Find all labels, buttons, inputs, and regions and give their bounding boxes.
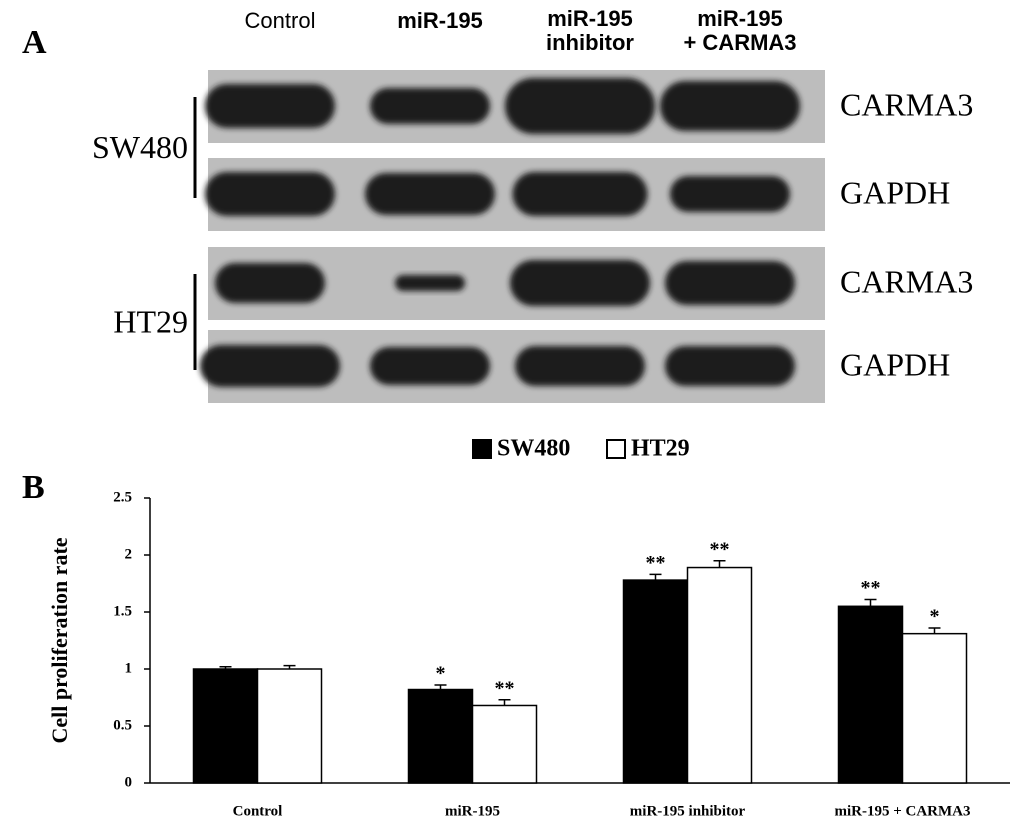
blot-band <box>395 275 465 291</box>
bar <box>192 668 259 784</box>
x-tick-label: miR-195 <box>445 803 500 819</box>
y-tick-label: 0.5 <box>113 717 132 733</box>
blot-band <box>200 345 340 387</box>
protein-label: CARMA3 <box>840 263 973 299</box>
blot-band <box>215 263 325 303</box>
panel-label: A <box>22 24 47 61</box>
blot-band <box>670 176 790 212</box>
bar <box>901 632 968 784</box>
x-tick-label: miR-195 + CARMA3 <box>834 803 970 819</box>
legend-label: HT29 <box>631 436 690 462</box>
bar <box>407 688 474 784</box>
protein-label: GAPDH <box>840 174 950 210</box>
error-bar <box>649 573 662 581</box>
blot-band <box>365 173 495 215</box>
lane-header: inhibitor <box>546 30 634 55</box>
blot-band <box>665 346 795 386</box>
x-tick-label: Control <box>233 803 283 819</box>
y-tick-label: 2.5 <box>113 489 132 505</box>
blot-band <box>370 88 490 124</box>
y-tick-label: 0 <box>125 774 133 790</box>
lane-header: miR-195 <box>547 6 633 31</box>
error-bar <box>864 598 877 607</box>
bar <box>471 704 538 784</box>
error-bar <box>434 684 447 690</box>
y-tick-label: 1 <box>125 660 133 676</box>
error-bar <box>283 664 296 669</box>
error-bar <box>498 699 511 706</box>
y-tick-label: 2 <box>125 546 133 562</box>
lane-header: miR-195 <box>697 6 783 31</box>
significance: * <box>436 663 446 685</box>
legend-label: SW480 <box>497 436 570 462</box>
x-tick-label: miR-195 inhibitor <box>630 803 746 819</box>
error-bar <box>713 559 726 568</box>
protein-label: CARMA3 <box>840 86 973 122</box>
bar <box>837 605 904 784</box>
legend-swatch <box>472 439 492 459</box>
error-bar <box>928 627 941 634</box>
blot-band <box>510 260 650 306</box>
blot-band <box>512 172 648 216</box>
cell-line-label: HT29 <box>113 303 188 339</box>
blot-band <box>505 78 655 134</box>
protein-label: GAPDH <box>840 346 950 382</box>
panel-label: B <box>22 469 45 506</box>
blot-band <box>205 84 335 128</box>
blot-band <box>660 81 800 131</box>
lane-header: + CARMA3 <box>683 30 796 55</box>
significance: ** <box>646 552 666 574</box>
significance: ** <box>710 538 730 560</box>
blot-band <box>665 261 795 305</box>
cell-line-label: SW480 <box>92 129 188 165</box>
bar <box>256 668 323 784</box>
bar <box>622 579 689 784</box>
legend-swatch <box>606 439 626 459</box>
blot-band <box>515 346 645 386</box>
significance: * <box>930 606 940 628</box>
bar <box>686 566 753 784</box>
error-bar <box>219 665 232 669</box>
blot-band <box>370 347 490 385</box>
lane-header: Control <box>245 8 316 33</box>
y-tick-label: 1.5 <box>113 603 132 619</box>
y-axis-title: Cell proliferation rate <box>47 537 72 743</box>
significance: ** <box>861 577 881 599</box>
blot-band <box>205 172 335 216</box>
significance: ** <box>495 677 515 699</box>
lane-header: miR-195 <box>397 8 483 33</box>
